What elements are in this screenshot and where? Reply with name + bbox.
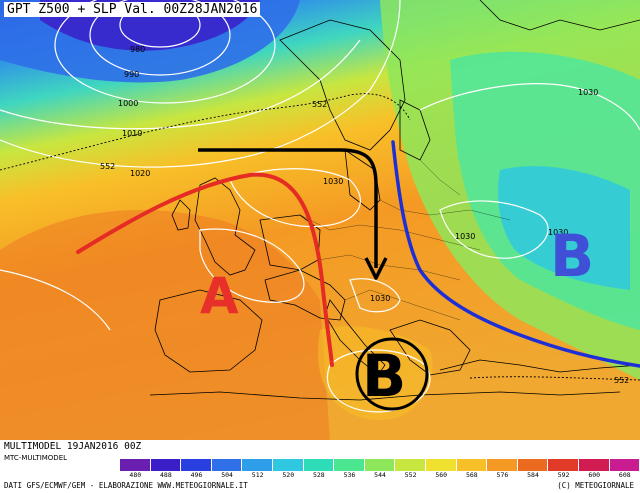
scale-label: 576 xyxy=(496,471,509,479)
scale-label: 544 xyxy=(374,471,386,479)
scale-label: 480 xyxy=(129,471,142,479)
scale-label: 600 xyxy=(588,471,601,479)
z500-trough-east xyxy=(498,166,630,290)
scale-swatch xyxy=(395,459,426,471)
high-pressure-marker: A xyxy=(200,267,239,325)
scale-swatch xyxy=(578,459,610,471)
gpt-552-line xyxy=(0,93,411,171)
gpt-label-552-c: 552 xyxy=(614,376,629,385)
data-sources: DATI GFS/ECMWF/GEM - ELABORAZIONE WWW.ME… xyxy=(4,481,248,490)
trough-axis-line xyxy=(391,140,640,368)
scale-label: 584 xyxy=(527,471,539,479)
isobars xyxy=(0,0,640,412)
gpt-label-552-b: 552 xyxy=(312,100,327,109)
scale-label: 488 xyxy=(160,471,172,479)
scale-swatch xyxy=(517,459,549,471)
scale-label: 504 xyxy=(221,471,233,479)
isobar-label-1010: 1010 xyxy=(122,129,142,138)
copyright: (C) METEOGIORNALE xyxy=(557,481,634,490)
isobar-label-1030-c: 1030 xyxy=(370,294,390,303)
low-pressure-circle xyxy=(355,337,429,411)
scale-swatch xyxy=(272,459,304,471)
map-title: GPT Z500 + SLP Val. 00Z28JAN2016 xyxy=(4,2,261,17)
scale-swatch xyxy=(150,459,182,471)
pressure-labels: 980 990 1000 1010 1020 1030 1030 1030 10… xyxy=(100,45,629,385)
scale-swatch xyxy=(303,459,335,471)
isobar-label-990: 990 xyxy=(124,70,139,79)
isobar-label-1000: 1000 xyxy=(118,99,138,108)
scale-swatch xyxy=(334,459,365,471)
isobar-label-1030-a: 1030 xyxy=(323,177,343,186)
scale-swatch xyxy=(211,459,243,471)
gpt-label-552-a: 552 xyxy=(100,162,115,171)
z500-ridge-sw xyxy=(0,210,330,440)
scale-swatch xyxy=(242,459,273,471)
ridge-axis-line xyxy=(76,172,334,367)
scale-swatch xyxy=(548,459,579,471)
map-footer: MULTIMODEL 19JAN2016 00Z MTC-MULTIMODEL … xyxy=(0,440,640,493)
scale-swatch xyxy=(181,459,212,471)
isobar-label-1030-e: 1030 xyxy=(548,228,568,237)
scale-swatch xyxy=(364,459,396,471)
synoptic-map: 980 990 1000 1010 1020 1030 1030 1030 10… xyxy=(0,0,640,440)
scale-label: 560 xyxy=(435,471,448,479)
scale-label: 568 xyxy=(465,471,478,479)
flow-arrow xyxy=(198,148,378,268)
isobar-label-1020: 1020 xyxy=(130,169,150,178)
scale-swatch xyxy=(609,459,640,471)
scale-swatch xyxy=(456,459,488,471)
scale-label: 496 xyxy=(190,471,203,479)
gpt-552-line-east xyxy=(469,376,640,381)
isobar-label-1030-b: 1030 xyxy=(455,232,475,241)
low-pressure-marker-italy: B xyxy=(362,342,406,410)
scale-swatch xyxy=(120,459,151,471)
scale-label: 592 xyxy=(557,471,570,479)
scale-label: 520 xyxy=(282,471,295,479)
low-pressure-marker-east: B xyxy=(550,222,594,290)
scale-label: 512 xyxy=(251,471,264,479)
color-scale-labels: 480 488 496 504 512 520 528 536 544 552 560 568 576 5… xyxy=(120,471,640,479)
run-label: MULTIMODEL 19JAN2016 00Z xyxy=(4,441,142,452)
model-label: MTC-MULTIMODEL xyxy=(4,454,68,462)
scale-label: 552 xyxy=(404,471,417,479)
scale-label: 608 xyxy=(618,471,631,479)
color-scale-bar xyxy=(120,459,640,471)
scale-swatch xyxy=(487,459,518,471)
isobar-label-1030-d: 1030 xyxy=(578,88,598,97)
flow-arrow-head xyxy=(364,257,388,280)
scale-label: 528 xyxy=(312,471,325,479)
isobar-label-980: 980 xyxy=(130,45,145,54)
scale-label: 536 xyxy=(343,471,356,479)
scale-swatch xyxy=(425,459,457,471)
